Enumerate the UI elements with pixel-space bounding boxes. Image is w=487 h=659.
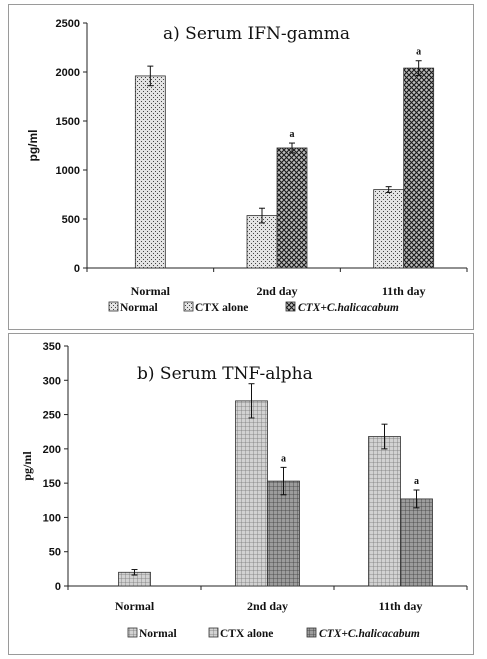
chart-tnf-alpha-svg: 0 50 100 150 200 250 300 350 Normal 2nd day 11th d… bbox=[20, 341, 468, 640]
x-category-label: 2nd day bbox=[256, 284, 297, 298]
legend-swatch bbox=[285, 301, 296, 312]
y-tick-label: 0 bbox=[74, 263, 80, 275]
y-tick-label: 2000 bbox=[56, 67, 80, 79]
y-axis-label: pg/ml bbox=[26, 130, 40, 162]
legend-swatch bbox=[306, 627, 317, 638]
chart-panel-tnf-alpha: 0 50 100 150 200 250 300 350 Normal 2nd day 11th d… bbox=[8, 333, 474, 655]
y-tick-label: 200 bbox=[43, 444, 61, 456]
bar bbox=[246, 215, 278, 269]
y-tick-label: 300 bbox=[43, 375, 61, 387]
legend-swatch bbox=[127, 627, 138, 638]
legend-label: Normal bbox=[139, 628, 177, 640]
chart-title: b) Serum TNF-alpha bbox=[137, 364, 313, 384]
legend-label: CTX alone bbox=[195, 302, 248, 314]
legend-label: CTX+C.halicacabum bbox=[319, 628, 420, 640]
y-tick-label: 1000 bbox=[56, 165, 80, 177]
bar bbox=[134, 75, 166, 269]
bar bbox=[276, 147, 308, 269]
bar bbox=[368, 436, 401, 587]
chart-ifn-gamma-svg: 0 500 1000 1500 2000 2500 Normal 2nd day 11th da… bbox=[26, 18, 468, 314]
chart-panel-ifn-gamma: 0 500 1000 1500 2000 2500 Normal 2nd day 11th da… bbox=[8, 4, 474, 330]
legend-label: Normal bbox=[120, 302, 158, 314]
x-category-label: Normal bbox=[131, 284, 171, 298]
legend-swatch bbox=[208, 627, 219, 638]
legend-swatch bbox=[108, 301, 119, 312]
y-tick-label: 0 bbox=[55, 581, 61, 593]
significance-label: a bbox=[281, 453, 286, 464]
significance-label: a bbox=[414, 476, 419, 487]
chart-title: a) Serum IFN-gamma bbox=[163, 24, 350, 44]
bar bbox=[235, 400, 268, 587]
bar bbox=[373, 189, 405, 269]
bar bbox=[400, 498, 433, 587]
bar bbox=[403, 67, 435, 269]
y-tick-label: 1500 bbox=[56, 116, 80, 128]
y-tick-label: 100 bbox=[43, 512, 61, 524]
x-category-label: Normal bbox=[115, 599, 155, 613]
y-tick-label: 350 bbox=[43, 341, 61, 353]
legend-label: CTX+C.halicacabum bbox=[298, 302, 399, 314]
significance-label: a bbox=[290, 129, 295, 140]
legend-label: CTX alone bbox=[220, 628, 273, 640]
significance-label: a bbox=[416, 47, 421, 58]
y-tick-label: 150 bbox=[43, 478, 61, 490]
x-category-label: 11th day bbox=[379, 599, 423, 613]
bar bbox=[267, 480, 300, 587]
y-tick-label: 500 bbox=[62, 214, 80, 226]
y-axis-label: pg/ml bbox=[20, 451, 34, 481]
x-category-label: 11th day bbox=[382, 284, 426, 298]
y-tick-label: 250 bbox=[43, 410, 61, 422]
legend-swatch bbox=[183, 301, 194, 312]
y-tick-label: 2500 bbox=[56, 18, 80, 30]
y-tick-label: 50 bbox=[49, 547, 61, 559]
x-category-label: 2nd day bbox=[247, 599, 288, 613]
